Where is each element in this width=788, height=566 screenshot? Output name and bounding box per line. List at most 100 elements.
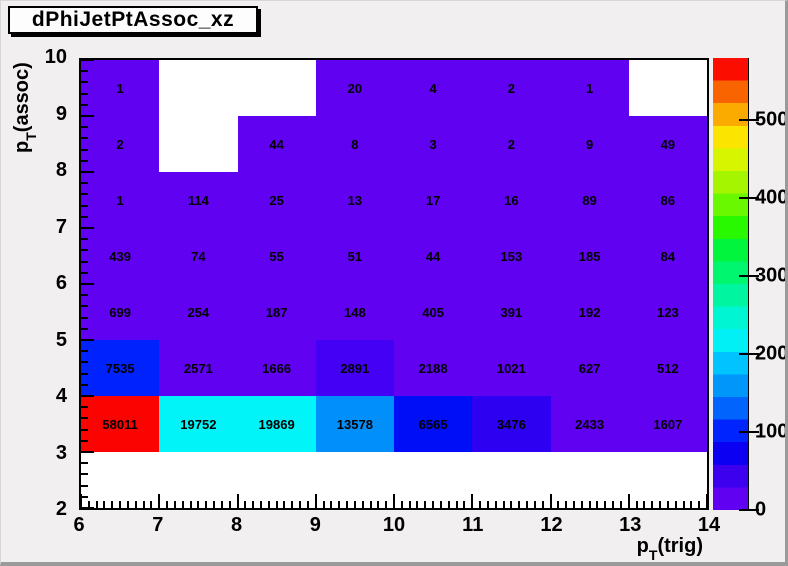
x-major-tick [314, 494, 317, 508]
color-scale [713, 58, 759, 511]
x-minor-tick [259, 501, 262, 508]
y-major-tick [81, 227, 94, 229]
heatmap-cell: 9 [550, 116, 629, 172]
heatmap-cell: 17 [394, 172, 473, 228]
heatmap-cell-value: 114 [187, 192, 209, 208]
color-scale-tick-label: 500 [755, 108, 788, 131]
x-minor-tick [228, 501, 231, 508]
heatmap-cell-value: 8 [351, 136, 359, 152]
x-minor-tick [659, 501, 662, 508]
x-minor-tick [533, 501, 536, 508]
heatmap-cell-value: 2891 [340, 360, 370, 376]
y-minor-tick [81, 406, 88, 409]
x-minor-tick [353, 501, 356, 508]
heatmap-cell: 1607 [628, 396, 707, 452]
y-minor-tick [81, 484, 88, 487]
x-minor-tick [267, 501, 270, 508]
heatmap-cell-value: 1 [586, 80, 594, 96]
heatmap-cell-value: 19869 [258, 416, 295, 432]
y-minor-tick [81, 462, 88, 465]
x-tick-label: 8 [230, 514, 243, 536]
color-scale-tick-label: 100 [755, 420, 788, 443]
heatmap-cell-value: 512 [657, 360, 679, 376]
x-minor-tick [119, 501, 122, 508]
heatmap-cell: 1666 [237, 340, 316, 396]
y-minor-tick [81, 182, 88, 185]
x-axis-title-symbol: p [636, 535, 649, 557]
heatmap-cell-value: 58011 [102, 416, 138, 432]
y-major-tick [81, 115, 94, 117]
y-minor-tick [81, 294, 88, 297]
x-major-tick [471, 494, 474, 508]
heatmap-cell: 1 [81, 172, 160, 228]
x-minor-tick [612, 501, 615, 508]
color-scale-tick [739, 353, 759, 356]
x-minor-tick [651, 501, 654, 508]
x-minor-tick [541, 501, 544, 508]
y-tick-label: 10 [44, 46, 67, 69]
heatmap-cell: 51 [315, 228, 394, 284]
x-minor-tick [455, 501, 458, 508]
y-minor-tick [81, 137, 88, 140]
heatmap-cell-value: 20 [347, 80, 363, 96]
y-minor-tick [81, 428, 88, 431]
heatmap-cell: 84 [628, 228, 707, 284]
y-axis-tick-labels: 2 3 4 5 6 7 8 9 10 [29, 46, 71, 520]
x-major-tick [706, 494, 708, 508]
x-minor-tick [126, 501, 129, 508]
heatmap-cell: 49 [628, 116, 707, 172]
heatmap-cell: 86 [628, 172, 707, 228]
x-minor-tick [565, 501, 568, 508]
heatmap-cell-value: 17 [425, 192, 441, 208]
heatmap-cell-value: 153 [500, 248, 523, 264]
x-minor-tick [666, 501, 669, 508]
heatmap-cell: 185 [550, 228, 629, 284]
heatmap-cell: 512 [628, 340, 707, 396]
heatmap-cell-value: 187 [265, 304, 288, 320]
heatmap-cell-value: 86 [660, 192, 676, 208]
y-minor-tick [81, 193, 88, 196]
y-tick-label: 4 [55, 385, 67, 408]
y-minor-tick [81, 327, 88, 330]
y-minor-tick [81, 126, 88, 129]
heatmap-cell-value: 627 [578, 360, 601, 376]
x-axis-title-subscript: T [648, 547, 658, 563]
heatmap-cell: 13578 [315, 396, 394, 452]
heatmap-cell: 254 [159, 284, 238, 340]
heatmap-cell-value: 2571 [183, 360, 213, 376]
heatmap-cell: 3476 [472, 396, 551, 452]
x-major-tick [549, 494, 552, 508]
y-tick-label: 8 [55, 159, 67, 182]
heatmap-cell-value: 25 [269, 192, 284, 208]
x-major-tick [627, 494, 630, 508]
x-minor-tick [361, 501, 364, 508]
heatmap-cell: 699 [81, 284, 160, 340]
heatmap-cell-value: 6565 [418, 416, 448, 432]
y-tick-label: 3 [55, 441, 67, 464]
y-minor-tick [81, 350, 88, 353]
y-tick-label: 9 [55, 102, 67, 125]
heatmap-cell: 2 [472, 60, 551, 116]
x-axis-ticks [80, 60, 708, 508]
heatmap-cell: 114 [159, 172, 238, 228]
heatmap-cell: 55 [237, 228, 316, 284]
heatmap-cell-value: 439 [109, 248, 131, 264]
x-major-tick [80, 494, 82, 508]
heatmap-cell: 74 [159, 228, 238, 284]
x-minor-tick [275, 501, 278, 508]
heatmap-cell: 405 [394, 284, 473, 340]
histogram-title-box: dPhiJetPtAssoc_xz [8, 6, 258, 34]
heatmap-cells: 1 20 4 2 1 2 44 8 3 2 9 49 1 114 25 13 17 16 89 86 439 74 55 51… [81, 60, 707, 508]
x-minor-tick [205, 501, 208, 508]
x-minor-tick [432, 501, 435, 508]
y-major-tick [81, 59, 94, 61]
color-scale-tick [739, 275, 759, 278]
x-minor-tick [369, 501, 372, 508]
heatmap-cell-value: 1 [116, 192, 124, 208]
x-minor-tick [526, 501, 529, 508]
x-tick-label: 11 [462, 514, 484, 536]
y-minor-tick [81, 215, 88, 218]
y-minor-tick [81, 361, 88, 364]
x-minor-tick [252, 501, 255, 508]
heatmap-cell-value: 9 [586, 136, 594, 152]
